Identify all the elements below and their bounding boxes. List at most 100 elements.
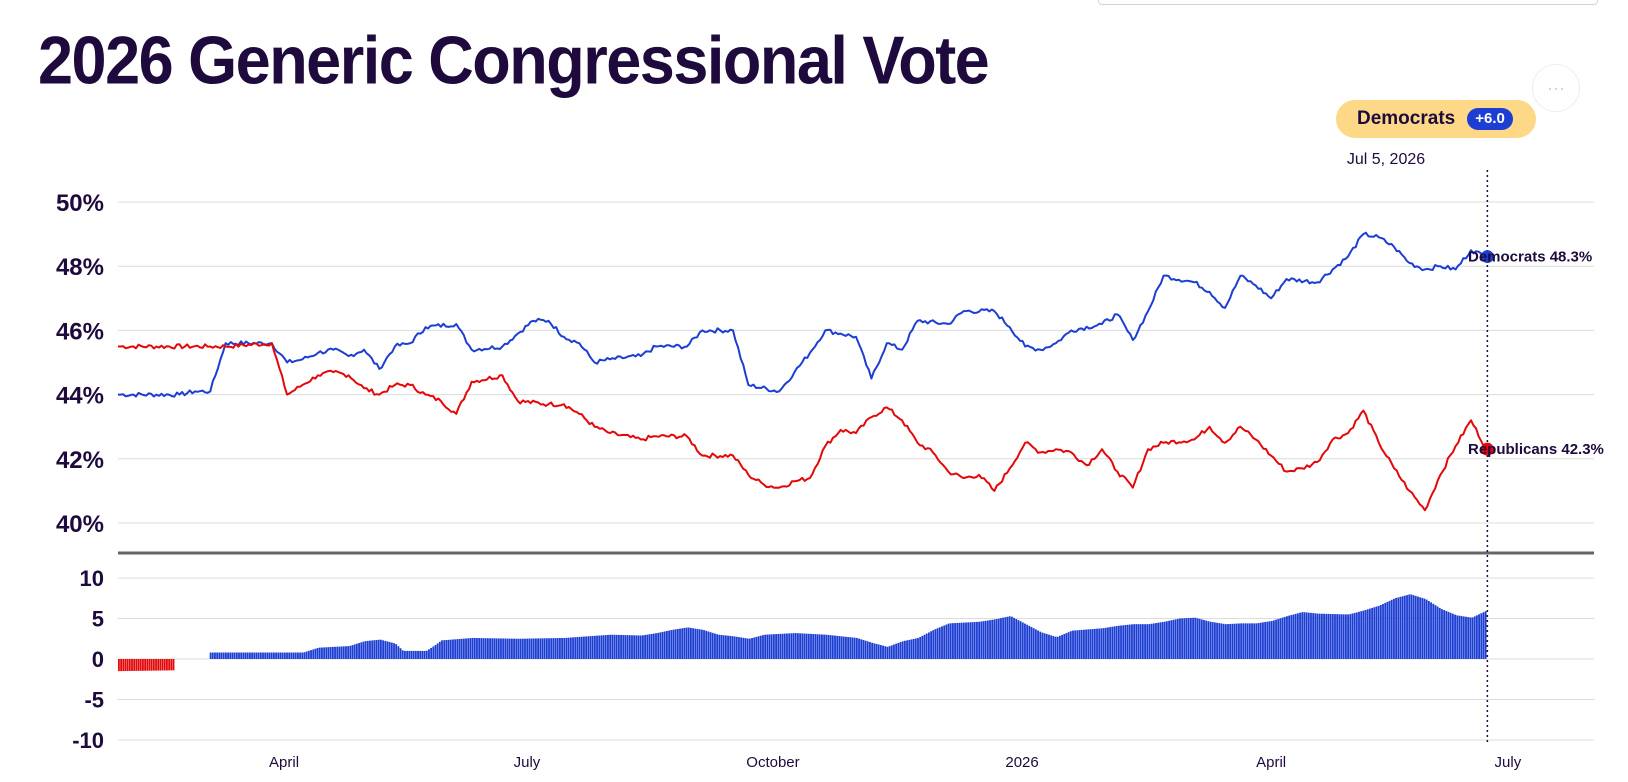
margin-bar: [142, 659, 144, 671]
margin-bar: [1425, 599, 1428, 659]
margin-bar: [934, 629, 937, 659]
margin-bar: [1120, 625, 1122, 659]
margin-bar: [316, 648, 319, 659]
margin-bar: [1292, 614, 1295, 659]
margin-bar: [1382, 603, 1384, 659]
margin-bar: [1471, 617, 1474, 659]
margin-bar: [648, 634, 651, 659]
republicans-end-marker: [1480, 442, 1494, 456]
margin-bar: [454, 639, 457, 659]
margin-bar: [1432, 603, 1435, 659]
margin-bar: [152, 659, 155, 671]
margin-bar: [923, 634, 926, 659]
margin-bar: [369, 640, 371, 659]
margin-bar: [163, 659, 166, 671]
margin-bar: [1386, 601, 1389, 659]
more-options-button[interactable]: ···: [1532, 64, 1580, 112]
margin-bar: [1165, 621, 1168, 659]
margin-bar: [685, 627, 688, 659]
margin-bar: [342, 646, 345, 659]
margin-bar: [679, 628, 681, 659]
margin-bar: [430, 647, 433, 659]
margin-bar: [1026, 624, 1029, 659]
margin-bar: [345, 646, 347, 659]
margin-bar: [633, 635, 636, 659]
margin-bar: [155, 659, 157, 671]
margin-bar: [877, 644, 880, 659]
margin-bar: [1458, 615, 1461, 659]
margin-bar: [1172, 619, 1175, 659]
margin-bar: [724, 635, 727, 659]
margin-bar: [1041, 632, 1044, 659]
margin-bar: [906, 640, 908, 659]
margin-bar: [624, 635, 627, 659]
margin-bar: [845, 636, 847, 659]
margin-tick-label: -10: [72, 728, 104, 753]
margin-bar: [668, 630, 671, 659]
margin-bar: [657, 632, 660, 659]
margin-bar: [1037, 630, 1039, 659]
margin-bar: [1227, 624, 1229, 659]
margin-bar: [1122, 625, 1125, 659]
margin-bar: [770, 634, 773, 659]
margin-bar: [358, 643, 360, 659]
margin-bar: [244, 652, 247, 659]
margin-bar: [139, 659, 142, 671]
margin-bar: [1004, 617, 1007, 659]
margin-bar: [738, 637, 740, 659]
margin-bar: [421, 650, 424, 659]
margin-bar: [1262, 622, 1264, 659]
margin-bar: [681, 628, 684, 659]
margin-bar: [1069, 631, 1072, 659]
margin-bar: [777, 633, 780, 659]
margin-bar: [259, 652, 262, 659]
margin-bar: [1000, 618, 1002, 659]
margin-tick-label: 5: [92, 607, 104, 632]
margin-bar: [965, 622, 967, 659]
margin-bar: [1403, 595, 1406, 659]
margin-bar: [469, 638, 472, 659]
margin-bar: [807, 633, 810, 659]
margin-bar: [764, 634, 767, 659]
margin-bar: [1441, 609, 1443, 659]
margin-bar: [997, 618, 1000, 659]
margin-bar: [1017, 620, 1020, 659]
margin-bar: [1288, 615, 1291, 659]
margin-bar: [292, 652, 295, 659]
margin-bar: [1484, 611, 1487, 659]
margin-bar: [1032, 628, 1035, 659]
margin-bar: [1327, 613, 1330, 659]
margin-bar: [1251, 623, 1253, 659]
margin-bar: [336, 646, 339, 659]
margin-bar: [465, 638, 467, 659]
margin-bar: [1286, 616, 1288, 659]
margin-bar: [1393, 598, 1395, 659]
margin-bar: [613, 634, 616, 659]
margin-bar: [122, 659, 125, 672]
margin-bar: [1192, 617, 1194, 659]
margin-bar: [1373, 607, 1376, 659]
margin-bar: [1126, 624, 1129, 659]
margin-bar: [1124, 625, 1127, 659]
margin-bar: [842, 636, 845, 659]
margin-bar: [364, 641, 367, 659]
margin-bar: [159, 659, 162, 671]
margin-bar: [947, 623, 950, 659]
margin-bar: [1157, 622, 1160, 659]
margin-bar: [620, 634, 622, 659]
margin-bar: [711, 632, 714, 659]
margin-bar: [1384, 602, 1387, 659]
margin-bar: [417, 650, 419, 659]
margin-bar: [1283, 616, 1286, 659]
margin-bar: [1174, 619, 1177, 659]
margin-bar: [609, 634, 612, 659]
margin-bar: [1340, 614, 1343, 659]
margin-bar: [578, 636, 581, 659]
margin-bar: [1430, 602, 1432, 659]
margin-bar: [921, 635, 924, 659]
margin-bar: [535, 638, 537, 659]
margin-bar: [550, 638, 553, 659]
margin-bar: [1200, 619, 1203, 659]
margin-bar: [1024, 623, 1026, 659]
